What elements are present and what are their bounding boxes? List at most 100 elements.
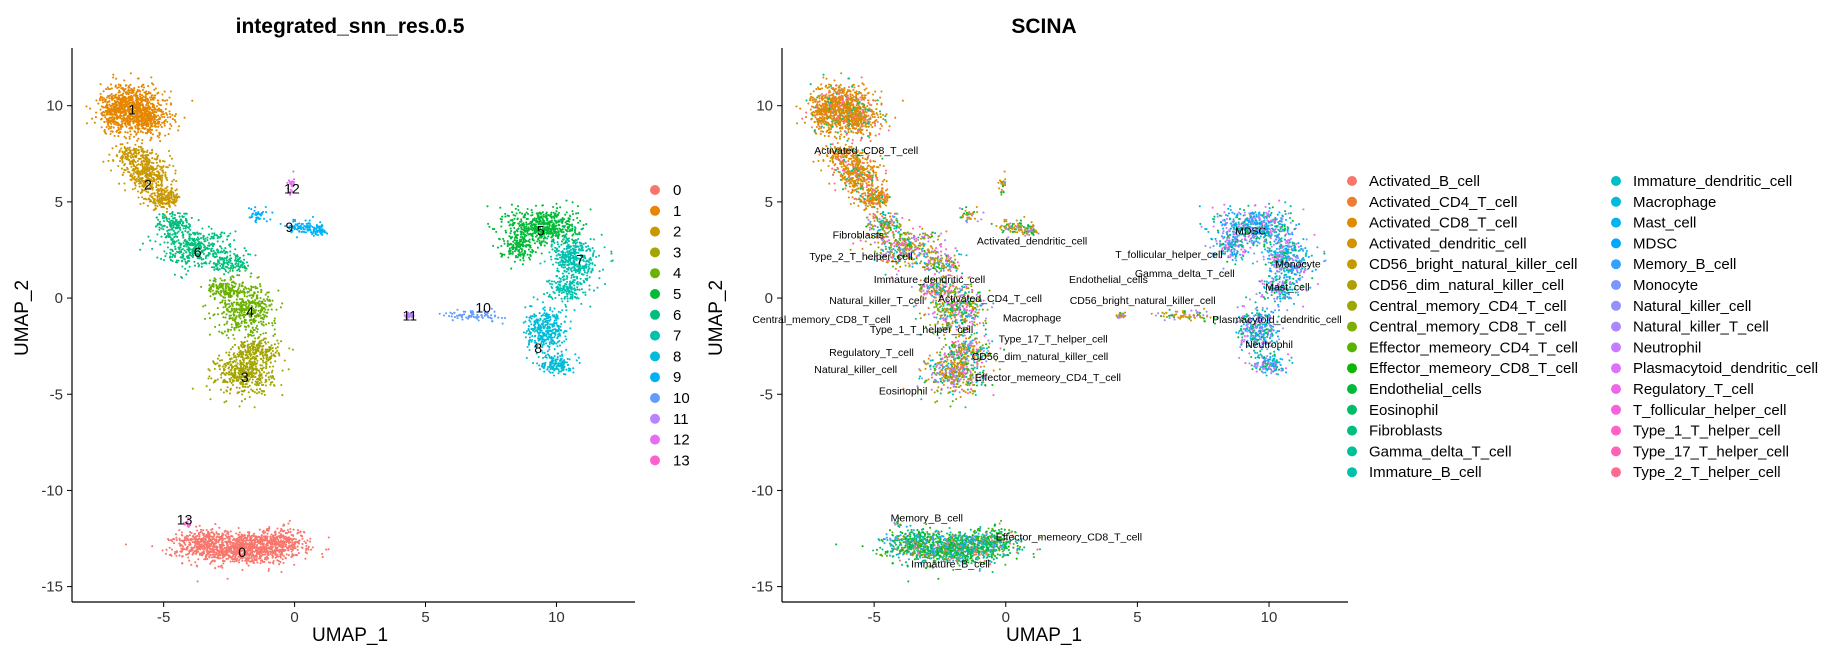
scatter-point: [267, 296, 269, 298]
scatter-point: [247, 552, 249, 554]
scatter-point: [124, 157, 126, 159]
scatter-point: [122, 97, 124, 99]
scatter-point: [161, 93, 163, 95]
scatter-point: [264, 314, 266, 316]
scatter-point: [150, 193, 152, 195]
scatter-point: [176, 539, 178, 541]
scatter-point: [500, 245, 502, 247]
scatter-point: [229, 389, 231, 391]
scatter-point: [227, 337, 229, 339]
scatter-point: [274, 333, 276, 335]
scatter-point: [194, 538, 196, 540]
scatter-point: [155, 129, 157, 131]
scatter-point: [262, 307, 264, 309]
scatter-point: [265, 348, 267, 350]
scatter-point: [149, 131, 151, 133]
scatter-point: [290, 545, 292, 547]
scatter-point: [265, 332, 267, 334]
scatter-point: [145, 119, 147, 121]
scatter-point: [220, 544, 222, 546]
scatter-point: [253, 542, 255, 544]
scatter-point: [252, 378, 254, 380]
scatter-point: [152, 97, 154, 99]
scatter-point: [125, 105, 127, 107]
scatter-point: [197, 547, 199, 549]
scatter-point: [221, 541, 223, 543]
scatter-point: [130, 173, 132, 175]
scatter-point: [139, 203, 141, 205]
scatter-point: [188, 560, 190, 562]
scatter-point: [112, 159, 114, 161]
scatter-point: [122, 120, 124, 122]
scatter-point: [161, 111, 163, 113]
scatter-point: [95, 116, 97, 118]
scatter-point: [154, 108, 156, 110]
scatter-point: [94, 122, 96, 124]
scatter-point: [224, 366, 226, 368]
scatter-point: [274, 322, 276, 324]
scatter-point: [124, 131, 126, 133]
scatter-point: [171, 158, 173, 160]
scatter-point: [288, 368, 290, 370]
scatter-point: [183, 548, 185, 550]
scatter-point: [125, 112, 127, 114]
scatter-point: [126, 119, 128, 121]
scatter-point: [518, 225, 520, 227]
scatter-point: [245, 537, 247, 539]
scatter-point: [140, 177, 142, 179]
scatter-point: [102, 101, 104, 103]
scatter-point: [528, 249, 530, 251]
scatter-point: [521, 231, 523, 233]
scatter-point: [271, 344, 273, 346]
scatter-point: [216, 552, 218, 554]
scatter-point: [275, 540, 277, 542]
scatter-point: [194, 550, 196, 552]
scatter-point: [275, 352, 277, 354]
scatter-point: [158, 195, 160, 197]
scatter-point: [159, 166, 161, 168]
scatter-point: [152, 180, 154, 182]
scatter-point: [164, 171, 166, 173]
scatter-point: [256, 544, 258, 546]
scatter-point: [230, 311, 232, 313]
scatter-point: [231, 366, 233, 368]
scatter-point: [165, 553, 167, 555]
scatter-point: [259, 378, 261, 380]
scatter-point: [208, 544, 210, 546]
scatter-point: [228, 540, 230, 542]
scatter-point: [227, 578, 229, 580]
scatter-point: [252, 348, 254, 350]
scatter-point: [250, 334, 252, 336]
scatter-point: [208, 536, 210, 538]
scatter-point: [157, 115, 159, 117]
scatter-point: [577, 233, 579, 235]
scatter-point: [219, 360, 221, 362]
scatter-point: [245, 365, 247, 367]
scatter-point: [224, 300, 226, 302]
scatter-point: [130, 166, 132, 168]
scatter-point: [287, 523, 289, 525]
scatter-point: [153, 200, 155, 202]
scatter-point: [192, 536, 194, 538]
scatter-point: [125, 93, 127, 95]
scatter-point: [151, 173, 153, 175]
scatter-point: [126, 121, 128, 123]
scatter-point: [256, 355, 258, 357]
scatter-point: [148, 158, 150, 160]
scatter-point: [252, 343, 254, 345]
scatter-point: [221, 536, 223, 538]
scatter-point: [294, 543, 296, 545]
scatter-point: [243, 344, 245, 346]
scatter-point: [265, 384, 267, 386]
scatter-point: [221, 565, 223, 567]
scatter-point: [269, 546, 271, 548]
scatter-point: [141, 191, 143, 193]
scatter-point: [248, 535, 250, 537]
scatter-point: [127, 171, 129, 173]
scatter-point: [175, 194, 177, 196]
scatter-point: [260, 317, 262, 319]
scatter-point: [245, 561, 247, 563]
scatter-point: [173, 195, 175, 197]
scatter-point: [184, 536, 186, 538]
scatter-point: [100, 112, 102, 114]
